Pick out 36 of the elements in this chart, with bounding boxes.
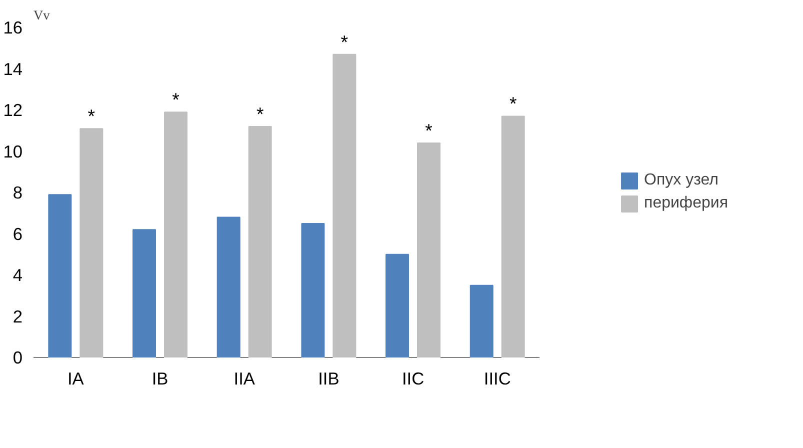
y-axis-title: Vv [34, 8, 50, 22]
annotation: * [340, 31, 348, 52]
x-tick-label: IB [152, 368, 168, 388]
x-tick-label: IIIC [484, 368, 511, 388]
y-tick-label: 2 [12, 306, 23, 326]
bar [132, 229, 156, 358]
x-tick-label: IIC [402, 368, 424, 388]
bar [216, 216, 240, 358]
bar [386, 254, 410, 358]
legend-label: периферия [644, 194, 728, 212]
legend-label: Опух узел [644, 172, 718, 190]
y-tick-label: 14 [3, 58, 23, 79]
bar [80, 128, 104, 358]
bar [248, 126, 272, 358]
y-tick-label: 12 [3, 100, 23, 120]
bar [164, 112, 188, 358]
x-tick-label: IIA [234, 368, 256, 388]
y-tick-label: 6 [12, 224, 23, 244]
annotation: * [425, 120, 432, 141]
annotation: * [88, 106, 96, 127]
bar [332, 54, 356, 358]
bar [470, 284, 494, 358]
bar [417, 142, 441, 358]
annotation: * [509, 93, 517, 114]
annotation: * [256, 104, 264, 124]
y-tick-label: 8 [12, 182, 23, 202]
x-tick-label: IIB [318, 368, 340, 388]
bar [48, 194, 72, 358]
bar [501, 116, 525, 358]
y-tick-label: 4 [12, 265, 23, 285]
y-tick-label: 16 [3, 18, 23, 38]
y-tick-label: 10 [3, 141, 23, 162]
x-tick-label: IA [67, 368, 84, 388]
annotation: * [172, 89, 180, 110]
bar [301, 222, 325, 358]
y-tick-label: 0 [12, 348, 23, 368]
